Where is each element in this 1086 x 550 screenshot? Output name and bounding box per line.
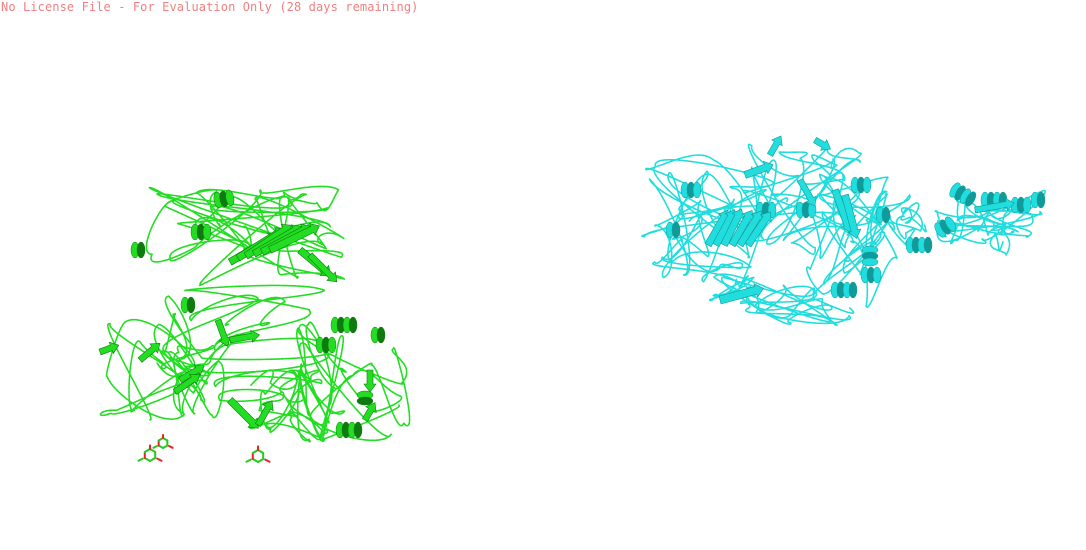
alpha-helix: [905, 236, 933, 254]
ligand-bond: [137, 457, 144, 462]
coil-segment: [162, 284, 330, 374]
ligand-bond: [168, 445, 174, 449]
beta-strand: [307, 252, 338, 283]
alpha-helix: [330, 316, 358, 334]
beta-strand: [744, 211, 772, 248]
beta-strand: [268, 223, 320, 254]
alpha-helix: [335, 421, 363, 439]
beta-strand: [254, 400, 274, 427]
alpha-helix: [860, 266, 882, 284]
alpha-helix: [213, 189, 235, 209]
beta-strand: [813, 136, 832, 151]
beta-strand: [361, 402, 377, 422]
beta-strand: [363, 369, 377, 393]
beta-strand: [841, 193, 862, 239]
coil-segment: [884, 202, 927, 246]
ligand-bond: [152, 445, 158, 449]
alpha-helix: [949, 182, 977, 207]
alpha-helix: [356, 390, 374, 406]
beta-strand: [718, 283, 764, 305]
beta-strand: [98, 341, 120, 356]
beta-strand: [137, 342, 161, 363]
beta-strand: [974, 197, 1015, 214]
alpha-helix: [795, 201, 817, 219]
beta-strand: [766, 135, 783, 157]
alpha-helix: [370, 326, 386, 344]
alpha-helix: [680, 181, 702, 199]
alpha-helix: [180, 296, 196, 314]
alpha-helix: [934, 216, 956, 238]
beta-strand: [796, 178, 817, 207]
alpha-helix: [861, 245, 879, 267]
beta-strand: [227, 397, 259, 429]
coil-segment: [989, 224, 1015, 256]
beta-strand: [229, 329, 261, 344]
alpha-helix: [130, 241, 146, 259]
alpha-helix: [665, 221, 681, 239]
license-banner: No License File - For Evaluation Only (2…: [1, 0, 419, 14]
ligand-bond: [156, 457, 163, 462]
coil-segment: [213, 369, 328, 443]
coil-segment: [806, 172, 911, 314]
coil-segment: [708, 273, 852, 326]
alpha-helix: [190, 223, 212, 241]
alpha-helix: [315, 336, 337, 354]
beta-strand: [172, 374, 200, 395]
ligand-bond: [245, 458, 252, 463]
alpha-helix: [1030, 191, 1046, 209]
alpha-helix: [875, 206, 891, 224]
coil-segment: [145, 185, 346, 287]
beta-strand: [178, 364, 205, 384]
alpha-helix: [850, 176, 872, 194]
beta-strand: [743, 160, 774, 179]
alpha-helix: [830, 281, 858, 299]
ligand-bond: [264, 458, 271, 463]
coil-segment: [289, 321, 411, 443]
beta-strand: [214, 318, 231, 347]
